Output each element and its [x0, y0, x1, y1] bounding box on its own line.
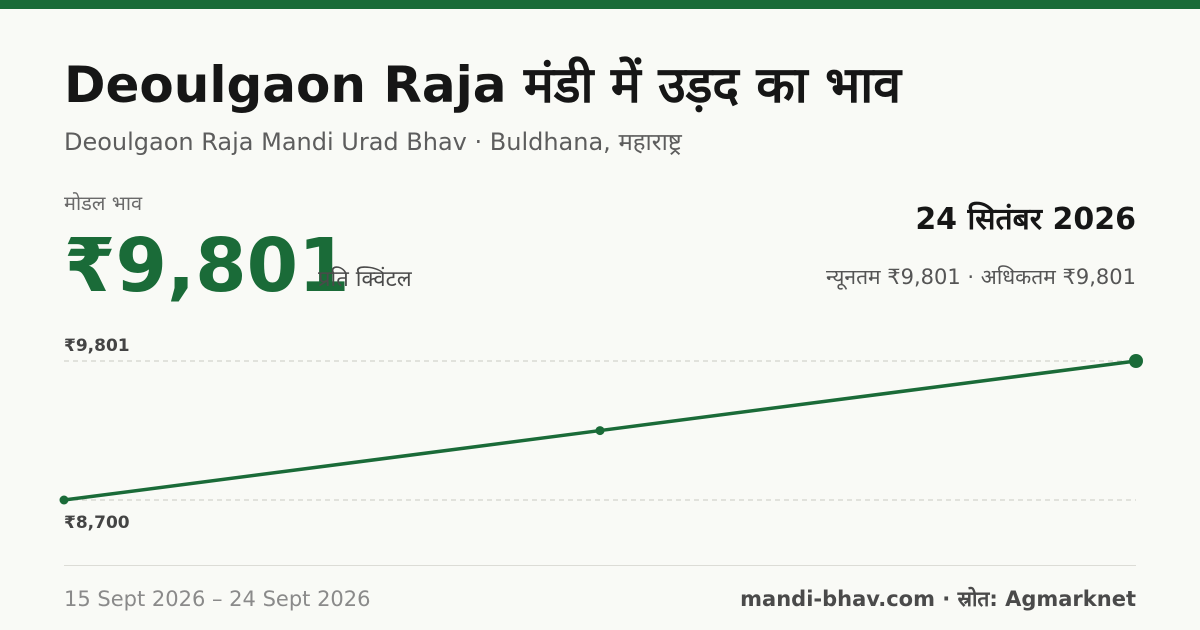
y-tick-label-max: ₹9,801	[64, 336, 130, 356]
min-max-price: न्यूनतम ₹9,801 · अधिकतम ₹9,801	[826, 265, 1136, 289]
date-range: 15 Sept 2026 – 24 Sept 2026	[64, 587, 371, 611]
modal-price-label: मोडल भाव	[64, 191, 143, 215]
page-title: Deoulgaon Raja मंडी में उड़द का भाव	[64, 56, 901, 114]
latest-price-point	[1129, 354, 1143, 368]
top-accent-bar	[0, 0, 1200, 9]
price-unit: प्रति क्विंटल	[318, 267, 412, 292]
price-point	[59, 495, 69, 505]
y-tick-label-min: ₹8,700	[64, 513, 130, 533]
price-point	[595, 426, 605, 436]
price-date: 24 सितंबर 2026	[915, 202, 1136, 237]
modal-price-value: ₹9,801	[64, 223, 350, 309]
footer-divider	[64, 565, 1136, 566]
source-credit: mandi-bhav.com · स्रोत: Agmarknet	[740, 587, 1136, 611]
page-subtitle: Deoulgaon Raja Mandi Urad Bhav · Buldhan…	[64, 128, 682, 156]
